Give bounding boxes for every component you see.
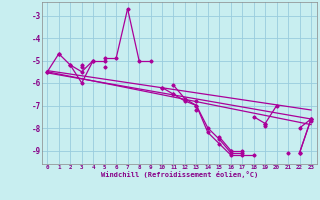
X-axis label: Windchill (Refroidissement éolien,°C): Windchill (Refroidissement éolien,°C) [100, 171, 258, 178]
